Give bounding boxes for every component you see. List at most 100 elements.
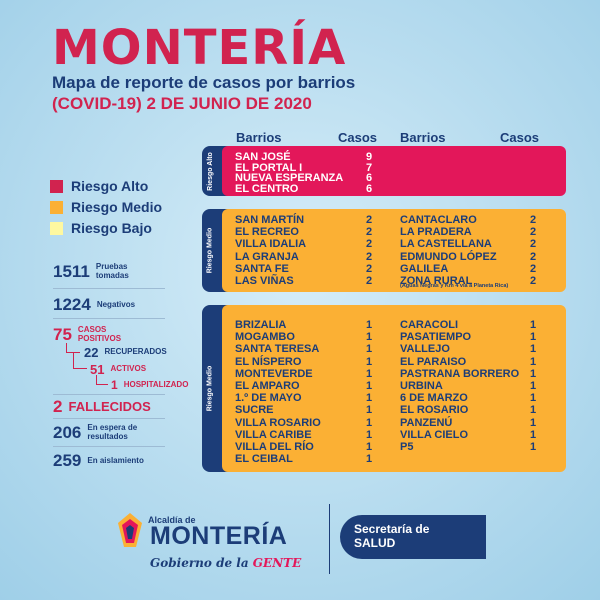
column-header-barrios: Barrios [400,130,446,145]
barrio-cases: 6 [366,172,373,184]
barrio-cases: 2 [530,226,537,239]
stat-positivos: 75 CASOS POSITIVOS [53,325,122,345]
barrio-name: LA CASTELLANA [400,238,492,251]
stat-number: 1224 [53,295,91,314]
barrio-name: EL PARAISO [400,355,467,368]
stat-number: 1511 [53,262,90,281]
barrio-cases: 1 [530,392,537,405]
barrio-cases: 6 [366,182,373,195]
barrio-cases: 7 [366,161,373,174]
stat-number: 206 [53,423,82,442]
barrio-cases: 1 [366,453,373,466]
stat-label: FALLECIDOS [68,398,151,414]
barrio-cases: 2 [366,238,373,251]
barrio-name: SUCRE [235,404,274,417]
barrio-cases: 2 [530,214,537,226]
barrio-name: MOGAMBO [235,331,295,344]
barrio-cases: 1 [366,380,373,392]
barrio-cases: 1 [530,428,537,441]
barrio-cases: 1 [530,441,537,453]
logo-alcaldia: Alcaldía de [148,515,196,525]
stat-number: 1 [111,378,118,392]
barrio-name: SAN MARTÍN [235,214,305,226]
barrio-name: EL RECREO [235,226,299,239]
barrio-name: EL ROSARIO [400,404,469,417]
barrio-name: SANTA FE [235,262,289,275]
zona-rural-note: (Aguas Negras y Km 4 vía a Planeta Rica) [400,283,509,289]
tree-connector [66,343,80,353]
legend-label: Riesgo Alto [71,178,149,194]
barrio-name: NUEVA ESPERANZA [235,172,344,184]
page-title: MONTERÍA [52,20,347,76]
barrio-name: EL AMPARO [235,380,300,392]
barrio-name: EL PORTAL I [235,161,303,174]
logo-monteria: MONTERÍA [150,522,288,550]
secretaria-line2: SALUD [354,536,396,551]
barrio-name: 1.º DE MAYO [235,392,302,405]
barrio-name: URBINA [400,380,443,392]
barrio-cases: 1 [530,331,537,344]
barrio-cases: 1 [530,416,537,429]
barrio-cases: 1 [366,441,373,453]
barrio-cases: 2 [366,214,373,226]
barrio-cases: 1 [530,367,537,380]
logo-icon [118,513,142,547]
secretaria-line1: Secretaría de [354,522,430,536]
barrio-name: PASATIEMPO [400,331,472,344]
group-riesgo-medio-2-panel: BRIZALIA 1 MOGAMBO 1 SANTA TERESA 1 EL NÍSPERO… [222,305,566,472]
barrio-name: VALLEJO [400,343,450,356]
page-date: (COVID-19) 2 DE JUNIO DE 2020 [52,94,312,113]
barrio-cases: 2 [366,262,373,275]
barrio-name: EL CENTRO [235,182,299,195]
group-side-label: Riesgo Medio [206,227,214,274]
barrio-name: VILLA ROSARIO [235,416,321,429]
barrio-cases: 1 [366,355,373,368]
barrio-name: SAN JOSÉ [235,151,291,163]
legend-label: Riesgo Bajo [71,220,152,236]
barrio-name: VILLA IDALIA [235,238,307,251]
barrio-cases: 1 [366,428,373,441]
stat-label: HOSPITALIZADO [123,379,189,389]
column-header-casos: Casos [338,130,378,145]
barrio-name: EDMUNDO LÓPEZ [400,250,497,263]
column-header-casos: Casos [500,130,540,145]
stat-fallecidos: 2 FALLECIDOS [53,397,151,417]
barrio-name: VILLA CARIBE [235,428,312,441]
page-subtitle: Mapa de reporte de casos por barrios [52,73,356,92]
barrio-name: EL CEIBAL [235,453,293,466]
barrio-cases: 1 [530,343,537,356]
barrio-cases: 1 [366,404,373,417]
barrio-cases: 1 [366,416,373,429]
barrio-cases: 2 [366,275,373,287]
barrio-cases: 1 [366,367,373,380]
divider [53,318,165,319]
tree-connector [96,375,108,385]
stat-negativos: 1224 Negativos [53,295,135,315]
stat-label: CASOS POSITIVOS [77,325,122,343]
barrio-cases: 2 [366,226,373,239]
barrio-cases: 1 [366,392,373,405]
stat-label: RECUPERADOS [104,347,167,357]
barrio-name: P5 [400,441,414,453]
group-riesgo-alto-panel: SAN JOSÉ 9 EL PORTAL I 7 NUEVA ESPERANZA 6 EL … [222,146,566,196]
barrio-name: EL NÍSPERO [235,355,302,368]
barrio-name: MONTEVERDE [235,367,313,380]
divider [53,288,165,289]
barrio-name: CARACOLI [400,319,459,331]
barrio-cases: 2 [530,238,537,251]
stat-number: 259 [53,451,82,470]
divider [53,418,165,419]
stat-label: En aislamiento [87,455,144,465]
legend-item-medio: Riesgo Medio [50,199,162,215]
barrio-cases: 1 [530,355,537,368]
divider [53,446,165,447]
stat-number: 22 [84,345,99,360]
barrio-cases: 2 [530,275,537,287]
barrio-cases: 1 [530,404,537,417]
barrio-name: SANTA TERESA [235,343,320,356]
legend-swatch-medio [50,200,63,214]
group-side-label: Riesgo Alto [206,151,214,191]
barrio-cases: 1 [366,331,373,344]
stat-recuperados: 22 RECUPERADOS [84,345,167,360]
barrio-name: 6 DE MARZO [400,392,468,405]
